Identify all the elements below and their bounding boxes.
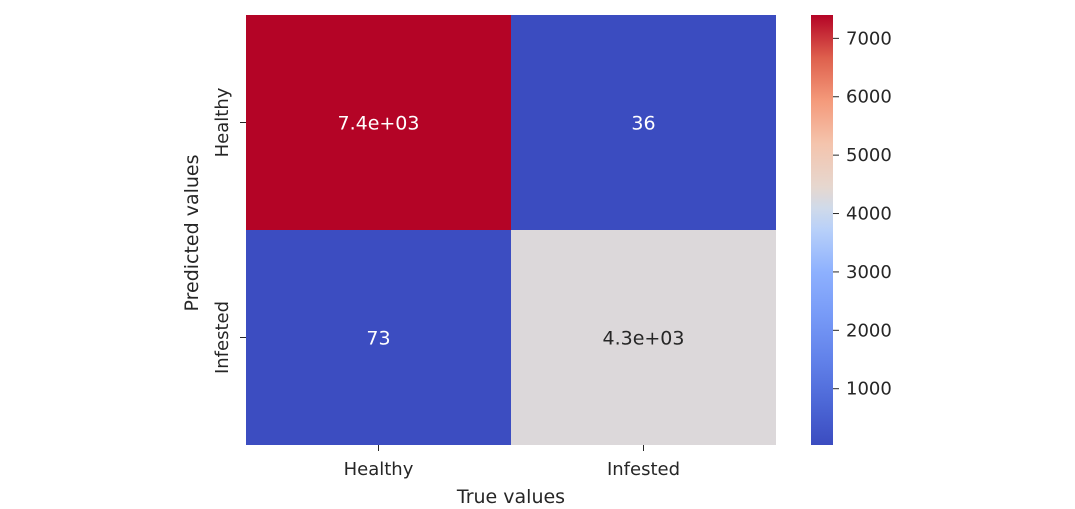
colorbar: 1000 2000 3000 4000 5000 6000 7000 xyxy=(811,15,892,445)
colorbar-tick-label: 4000 xyxy=(846,204,892,225)
heatmap-cell-healthy-infested xyxy=(511,15,776,230)
colorbar-gradient xyxy=(811,15,833,445)
heatmap-cell-healthy-healthy xyxy=(246,15,511,230)
y-axis-label: Predicted values xyxy=(181,154,203,311)
colorbar-ticks: 1000 2000 3000 4000 5000 6000 7000 xyxy=(833,28,892,400)
colorbar-tick-label: 5000 xyxy=(846,145,892,166)
x-tick-label: Infested xyxy=(607,459,680,480)
heatmap-cell-label: 7.4e+03 xyxy=(337,113,419,135)
x-axis-ticks: Healthy Infested xyxy=(344,445,680,480)
colorbar-tick-label: 1000 xyxy=(846,379,892,400)
heatmap-cell-infested-infested xyxy=(511,230,776,445)
y-tick-label: Infested xyxy=(212,301,233,374)
colorbar-tick-label: 7000 xyxy=(846,28,892,49)
colorbar-tick-label: 3000 xyxy=(846,262,892,283)
colorbar-tick-label: 6000 xyxy=(846,87,892,108)
y-axis-ticks: Healthy Infested xyxy=(212,87,246,374)
heatmap-cell-label: 73 xyxy=(366,328,390,350)
heatmap-cell-label: 36 xyxy=(631,113,655,135)
y-tick-label: Healthy xyxy=(212,87,233,157)
heatmap-cell-infested-healthy xyxy=(246,230,511,445)
colorbar-tick-label: 2000 xyxy=(846,320,892,341)
heatmap-cells xyxy=(246,15,776,445)
heatmap-cell-label: 4.3e+03 xyxy=(602,328,684,350)
x-axis-label: True values xyxy=(456,486,565,508)
x-tick-label: Healthy xyxy=(344,459,414,480)
heatmap-cell-labels: 7.4e+03 36 73 4.3e+03 xyxy=(337,113,684,350)
